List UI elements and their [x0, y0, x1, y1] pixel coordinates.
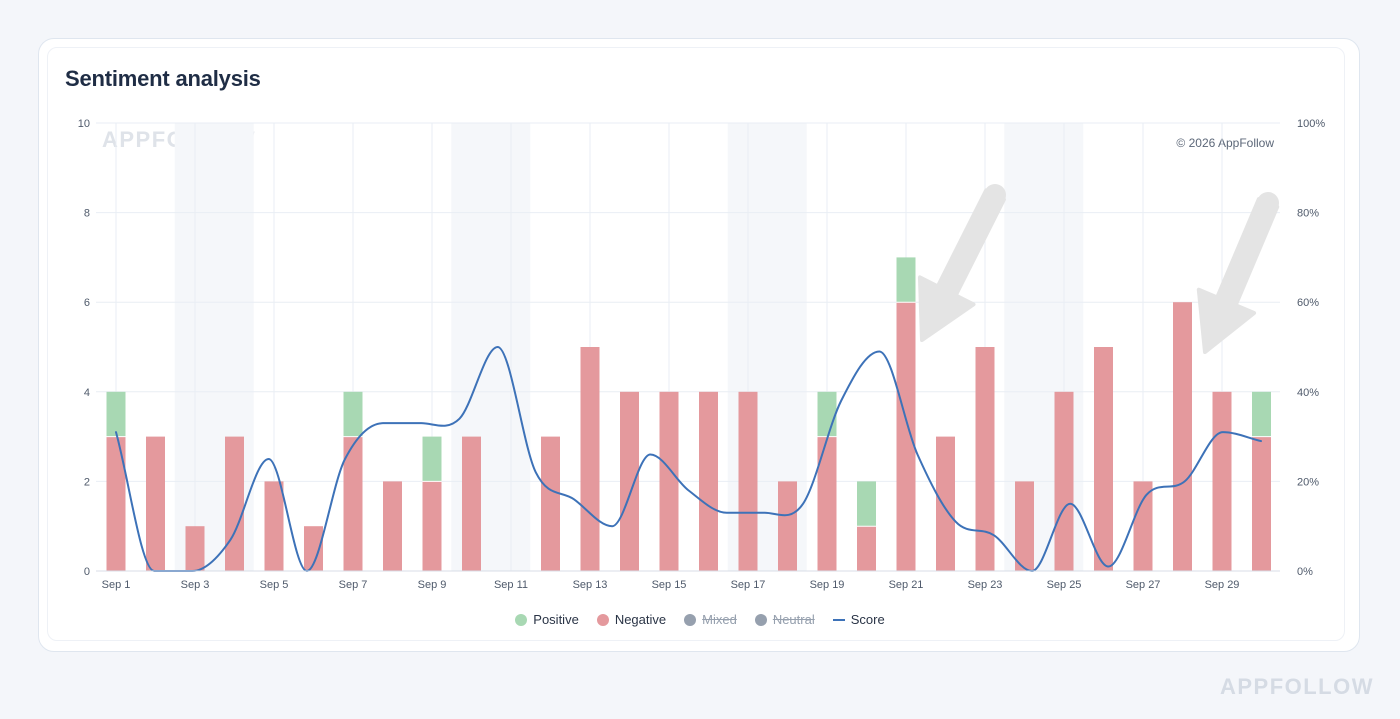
- arrow-icon: [917, 188, 1006, 342]
- arrow-icon: [1196, 197, 1280, 354]
- y-right-tick-label: 20%: [1297, 476, 1319, 488]
- annotation-arrows: [917, 184, 1280, 354]
- bar-negative[interactable]: [383, 481, 402, 571]
- x-tick-label: Sep 11: [494, 579, 528, 591]
- y-left-tick-label: 6: [84, 297, 90, 309]
- bar-positive[interactable]: [857, 481, 876, 527]
- x-tick-label: Sep 17: [731, 579, 766, 591]
- copyright-label: © 2026 AppFollow: [1176, 136, 1274, 150]
- bar-negative[interactable]: [1252, 436, 1271, 571]
- x-tick-label: Sep 25: [1047, 579, 1082, 591]
- x-tick-label: Sep 19: [810, 579, 845, 591]
- y-left-tick-label: 10: [78, 118, 90, 130]
- legend-item-neutral[interactable]: Neutral: [754, 612, 815, 627]
- arrow-tail: [984, 184, 1006, 206]
- x-tick-label: Sep 13: [573, 579, 608, 591]
- legend-label: Neutral: [772, 612, 815, 627]
- y-left-tick-label: 4: [84, 387, 90, 399]
- bar-positive[interactable]: [422, 436, 442, 482]
- bar-negative[interactable]: [422, 481, 442, 571]
- bar-negative[interactable]: [1173, 302, 1192, 571]
- x-tick-label: Sep 27: [1126, 579, 1161, 591]
- chart-title: Sentiment analysis: [65, 66, 261, 91]
- bar-negative[interactable]: [659, 391, 679, 571]
- bar-positive[interactable]: [106, 391, 126, 437]
- bar-negative[interactable]: [975, 347, 995, 571]
- score-line[interactable]: [115, 346, 1262, 573]
- y-left-tick-label: 0: [84, 566, 90, 578]
- bar-positive[interactable]: [896, 257, 916, 303]
- chart-card-inner: [47, 47, 1345, 641]
- x-tick-label: Sep 7: [339, 579, 368, 591]
- bar-negative[interactable]: [936, 436, 955, 571]
- bar-negative[interactable]: [778, 481, 797, 571]
- legend-item-mixed[interactable]: Mixed: [684, 612, 737, 627]
- legend-dot-icon: [684, 613, 697, 626]
- y-right-tick-label: 0%: [1297, 566, 1313, 578]
- x-tick-label: Sep 1: [102, 579, 131, 591]
- bar-negative[interactable]: [185, 526, 205, 571]
- legend-label: Score: [850, 612, 885, 627]
- y-left-tick-label: 8: [84, 208, 90, 220]
- bar-negative[interactable]: [817, 436, 837, 571]
- bar-negative[interactable]: [106, 436, 126, 571]
- x-tick-label: Sep 29: [1205, 579, 1240, 591]
- legend-dot-icon: [596, 613, 609, 626]
- y-right-tick-label: 40%: [1297, 387, 1319, 399]
- legend-line-icon: [832, 618, 845, 621]
- bar-positive[interactable]: [817, 391, 837, 437]
- bar-negative[interactable]: [343, 436, 363, 571]
- x-tick-label: Sep 23: [968, 579, 1003, 591]
- bar-negative[interactable]: [1212, 391, 1232, 571]
- legend-label: Positive: [533, 612, 579, 627]
- x-tick-label: Sep 9: [418, 579, 447, 591]
- bar-negative[interactable]: [857, 526, 876, 571]
- bar-negative[interactable]: [699, 391, 718, 571]
- bar-negative[interactable]: [304, 526, 323, 571]
- bar-positive[interactable]: [343, 391, 363, 437]
- bar-negative[interactable]: [264, 481, 284, 571]
- chart-legend: Positive Negative Mixed Neutral Score: [0, 612, 1400, 627]
- legend-item-score[interactable]: Score: [832, 612, 885, 627]
- legend-label: Mixed: [702, 612, 737, 627]
- legend-label: Negative: [614, 612, 667, 627]
- x-tick-label: Sep 5: [260, 579, 289, 591]
- bar-positive[interactable]: [1252, 391, 1271, 437]
- legend-dot-icon: [754, 613, 767, 626]
- x-tick-label: Sep 3: [181, 579, 210, 591]
- bar-negative[interactable]: [1094, 347, 1113, 571]
- bar-negative[interactable]: [1054, 391, 1074, 571]
- bar-negative[interactable]: [896, 302, 916, 571]
- y-left-tick-label: 2: [84, 476, 90, 488]
- bar-negative[interactable]: [1133, 481, 1153, 571]
- bar-negative[interactable]: [146, 436, 165, 571]
- bars: [106, 257, 1271, 571]
- y-right-tick-label: 100%: [1297, 118, 1325, 130]
- bar-negative[interactable]: [620, 391, 639, 571]
- bar-negative[interactable]: [225, 436, 244, 571]
- x-tick-label: Sep 15: [652, 579, 687, 591]
- bar-negative[interactable]: [541, 436, 560, 571]
- y-right-tick-label: 60%: [1297, 297, 1319, 309]
- legend-dot-icon: [515, 613, 528, 626]
- legend-item-positive[interactable]: Positive: [515, 612, 579, 627]
- arrow-tail: [1257, 192, 1279, 214]
- watermark-bottom: APPFOLLOW: [1219, 674, 1374, 699]
- x-tick-label: Sep 21: [889, 579, 924, 591]
- legend-item-negative[interactable]: Negative: [596, 612, 667, 627]
- bar-negative[interactable]: [738, 391, 758, 571]
- bar-negative[interactable]: [1015, 481, 1034, 571]
- bar-negative[interactable]: [580, 347, 600, 571]
- bar-negative[interactable]: [462, 436, 481, 571]
- y-right-tick-label: 80%: [1297, 208, 1319, 220]
